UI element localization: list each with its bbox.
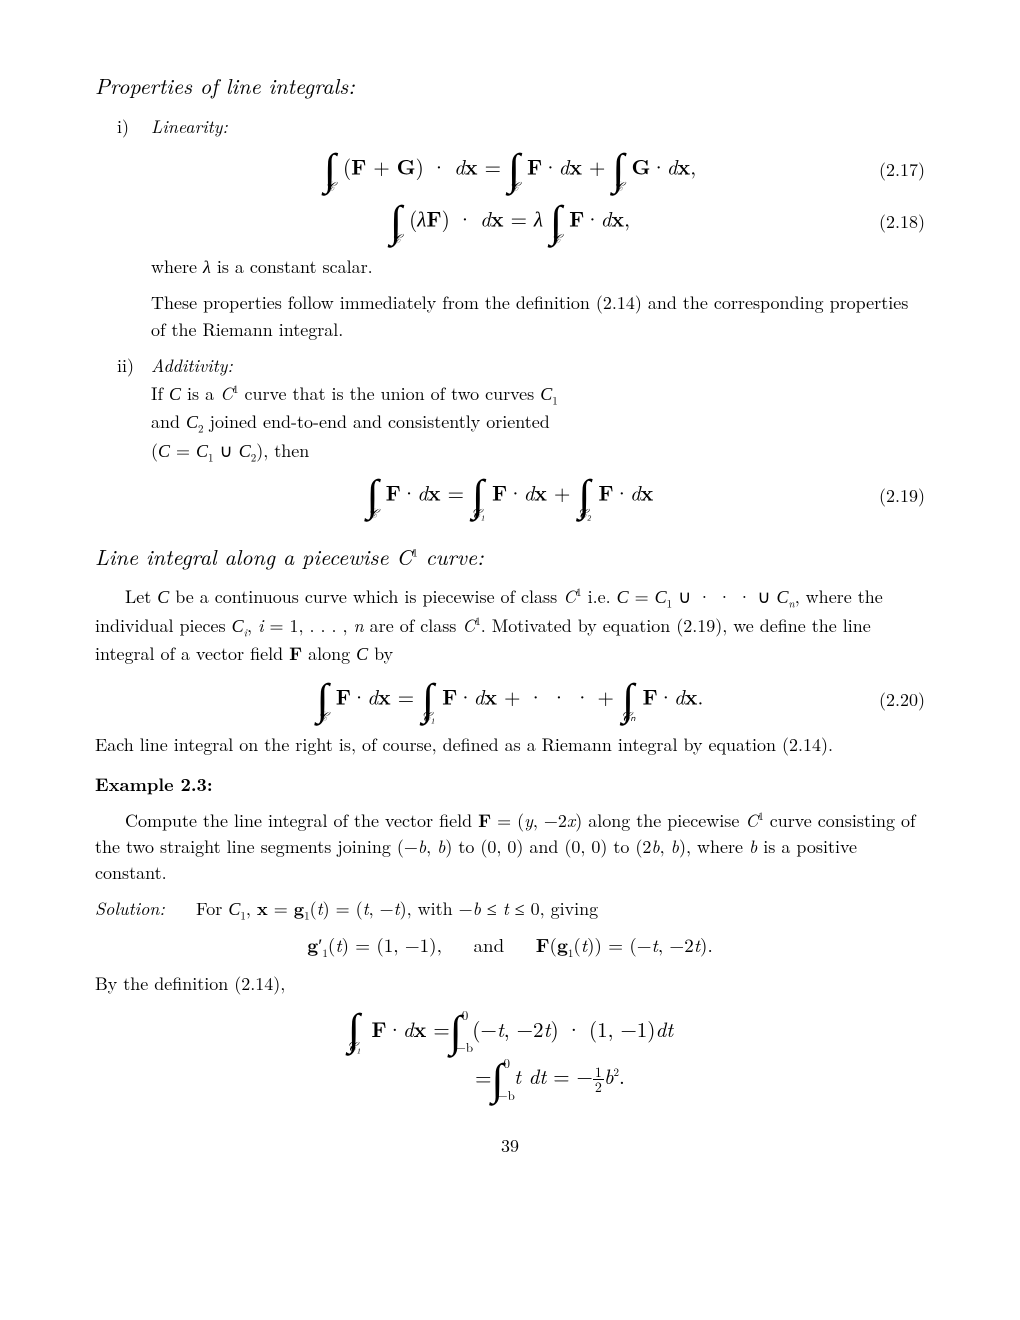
eq-num-2-19: (2.19) [879,483,925,509]
solution-label: Solution: [95,896,190,922]
example-para: Compute the line integral of the vector … [95,808,925,886]
int-sub-C1: 𝒞₁ [471,506,485,519]
solution-eq-1: g′1(t) = (1, −1), and F(g1(t)) = (−t, −2… [95,931,925,962]
section2-para: Let C be a continuous curve which is pie… [95,584,925,667]
eq-num-2-18: (2.18) [879,209,925,235]
item-i-name: Linearity: [151,114,228,139]
after-i-line1: where λ is a constant scalar. [151,254,925,280]
eq-num-2-20: (2.20) [879,687,925,713]
item-ii: ii) Additivity: [117,353,925,379]
equation-2-19: ∫𝒞 F·dx = ∫𝒞₁ F·dx + ∫𝒞₂ F·dx (2.19) [95,474,925,518]
item-i: i) Linearity: [117,114,925,140]
final-eq-block: ∫𝒞₁ F·dx = ∫ 0 −b (−t, −2t) · (1, −1)dt … [95,1008,925,1097]
after-eq20: Each line integral on the right is, of c… [95,732,925,758]
bound-high: 0 [504,1056,511,1069]
solution-line-1: Solution: For C1, x = g1(t) = (t, −t), w… [95,896,925,925]
equation-2-20: ∫𝒞 F·dx = ∫𝒞₁ F·dx + · · · + ∫𝒞ₙ F·dx. (… [95,678,925,722]
int-sub-C1: 𝒞₁ [421,709,435,722]
bound-low: −b [497,1088,514,1101]
int-sub-C: 𝒞 [550,231,562,244]
int-sub-C: 𝒞 [324,179,336,192]
int-sub-C: 𝒞 [508,179,520,192]
example-title: Example 2.3: [95,772,925,798]
int-sub-C: 𝒞 [612,179,624,192]
eq-num-2-17: (2.17) [879,157,925,183]
item-ii-body: If C is a C1 curve that is the union of … [151,381,925,467]
after-i-line2: These properties follow immediately from… [151,290,925,342]
page-number: 39 [95,1133,925,1159]
int-sub-C: 𝒞 [367,506,379,519]
int-sub-C2: 𝒞₂ [577,506,591,519]
by-definition: By the definition (2.14), [95,971,925,997]
item-ii-label: ii) [117,353,151,379]
int-sub-C: 𝒞 [390,231,402,244]
bound-high: 0 [462,1008,469,1021]
item-ii-name: Additivity: [151,353,233,378]
int-sub-C: 𝒞 [317,709,329,722]
item-i-label: i) [117,114,151,140]
section-properties-title: Properties of line integrals: [95,70,925,102]
int-sub-Cn: 𝒞ₙ [621,709,636,722]
bound-low: −b [456,1040,473,1053]
equation-2-17: ∫𝒞 (F + G) · dx = ∫𝒞 F·dx + ∫𝒞 G·dx, (2.… [95,148,925,192]
equation-2-18: ∫𝒞 (λF) · dx = λ ∫𝒞 F·dx, (2.18) [95,200,925,244]
int-sub-C1: 𝒞₁ [347,1039,361,1052]
section-piecewise-title: Line integral along a piecewise C1 curve… [95,541,925,573]
